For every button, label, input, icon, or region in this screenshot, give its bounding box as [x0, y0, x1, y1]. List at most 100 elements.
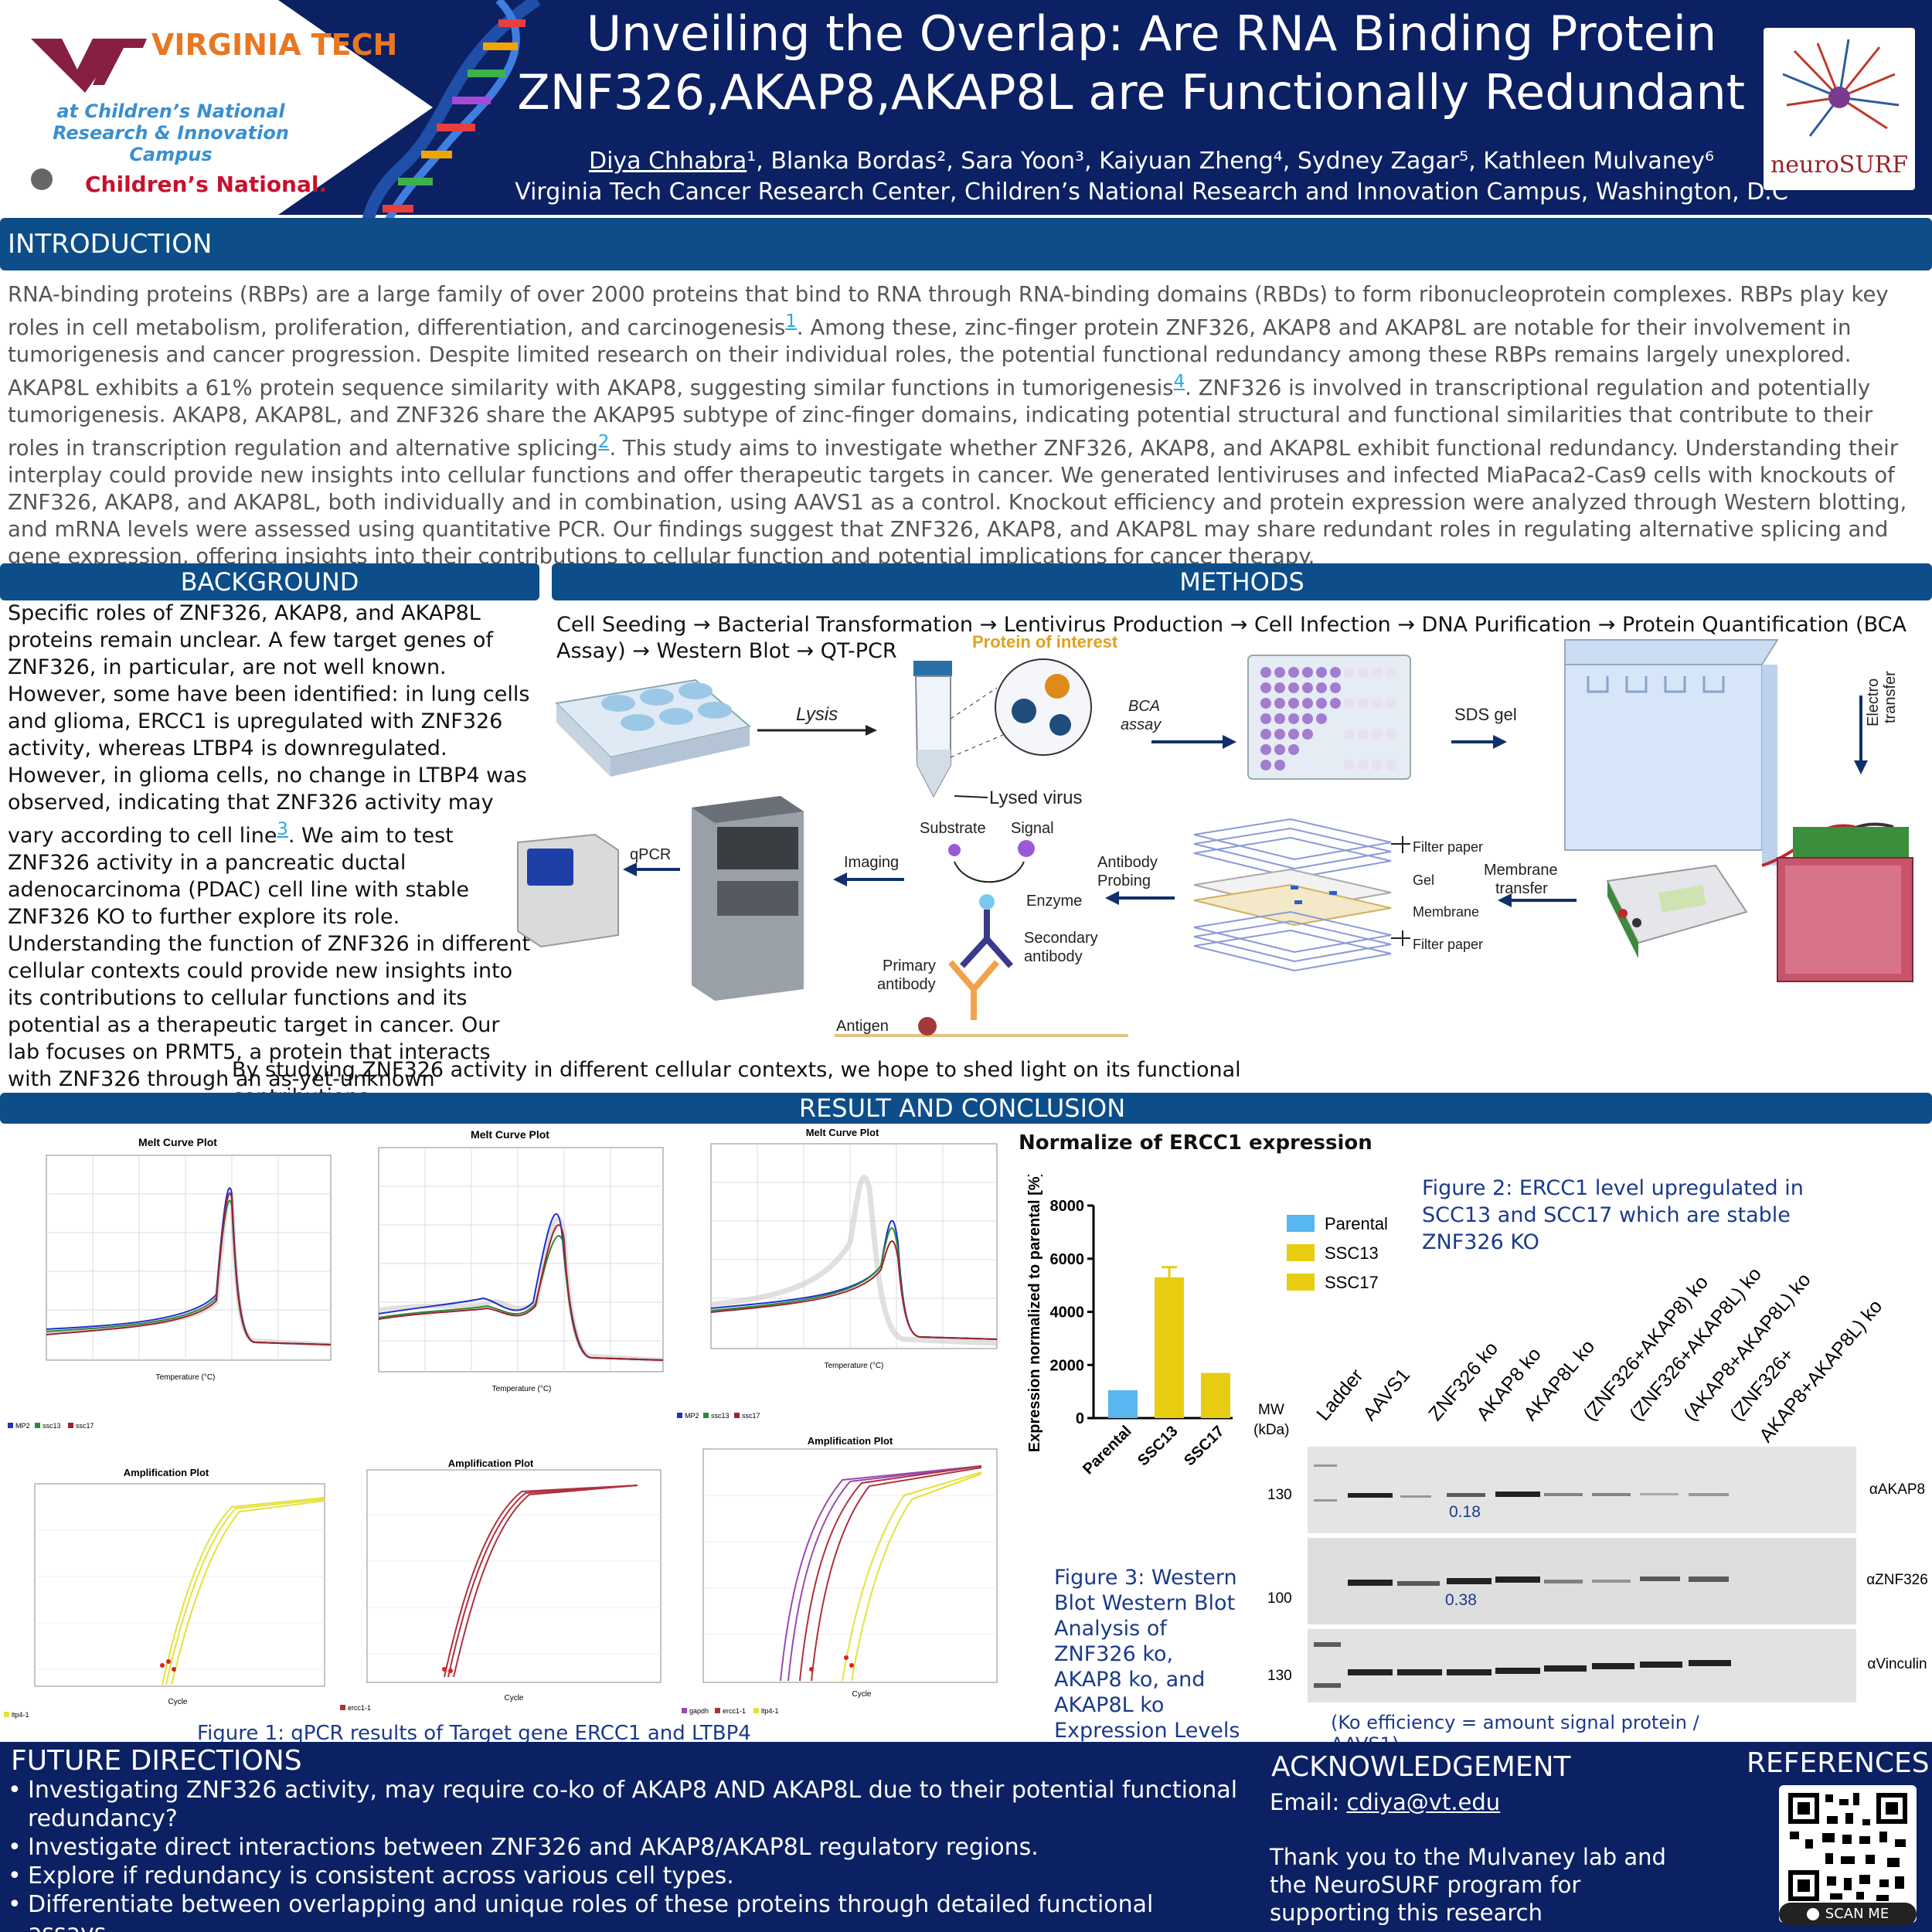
poster-title: Unveiling the Overlap: Are RNA Binding P…	[495, 5, 1808, 122]
scan-me-label: SCAN ME	[1825, 1906, 1889, 1922]
affiliation: Virginia Tech Cancer Research Center, Ch…	[515, 179, 1788, 206]
membrane-transfer-label-1: Membrane	[1484, 862, 1558, 879]
primary-label-1: Primary	[883, 957, 936, 975]
mw-label: MW	[1258, 1402, 1284, 1418]
contact-email-row: Email: cdiya@vt.edu	[1270, 1789, 1500, 1815]
assay-label: assay	[1121, 716, 1162, 733]
title-line-1: Unveiling the Overlap: Are RNA Binding P…	[586, 5, 1717, 62]
vt-campus: at Children’s National Research & Innova…	[53, 100, 289, 165]
ercc1-bar-chart: 0 2000 4000 6000 8000 Expression normalized t…	[1026, 1175, 1233, 1478]
plot-title: Amplification Plot	[808, 1435, 893, 1447]
ref-link-3[interactable]: 3	[277, 819, 288, 839]
antigen-icon	[918, 1017, 937, 1036]
primary-antibody-icon	[947, 960, 1000, 1020]
x-axis-label: Cycle	[168, 1698, 187, 1706]
legend-ssc17: ssc17	[742, 1412, 760, 1420]
authors: Diya Chhabra¹, Blanka Bordas², Sara Yoon…	[495, 147, 1808, 176]
ref-link-4[interactable]: 4	[1173, 372, 1185, 393]
vt-logo	[31, 39, 147, 93]
ref-link-1[interactable]: 1	[785, 311, 797, 332]
signal-label: Signal	[1011, 820, 1054, 837]
target-protein-icon	[1045, 674, 1070, 699]
secondary-antibody-icon	[960, 910, 1013, 968]
results-heading: RESULT AND CONCLUSION	[798, 1094, 1126, 1123]
bar-chart-legend: Parental SSC13 SSC17	[1287, 1214, 1388, 1292]
melt-curve-plot-3: Melt Curve Plot Temperature (°C) MP2 ssc…	[677, 1127, 998, 1420]
vt-name: VIRGINIA TECH	[151, 28, 398, 62]
lysis-label: Lysis	[796, 704, 838, 725]
membrane-label: Membrane	[1413, 904, 1479, 920]
substrate-label: Substrate	[920, 820, 986, 837]
blot-panel-akap8	[1308, 1447, 1856, 1533]
y-tick-label: 4000	[1050, 1304, 1085, 1321]
mw-100-znf326: 100	[1267, 1590, 1292, 1607]
bar-chart-title: Normalize of ERCC1 expression	[1019, 1131, 1372, 1155]
antibody-vinculin: αVinculin	[1867, 1656, 1927, 1672]
camera-icon	[1806, 1908, 1819, 1920]
power-supply-icon	[1606, 864, 1748, 958]
transfer-label: transfer	[1882, 671, 1899, 723]
legend-ltp4: ltp4-1	[761, 1707, 779, 1715]
lane-ladder: Ladder	[1312, 1365, 1367, 1425]
protein-icon	[1049, 714, 1071, 736]
y-tick-label: 8000	[1050, 1198, 1085, 1215]
sds-gel-tank-icon	[1564, 639, 1779, 866]
intro-p1b: . Among these, zinc-finger protein ZNF32…	[8, 315, 1852, 368]
legend-swatch-ssc13	[1287, 1244, 1315, 1261]
y-tick-label: 6000	[1050, 1251, 1085, 1268]
legend-ercc1: ercc1-1	[723, 1707, 746, 1715]
antibody-label: Antibody	[1097, 854, 1158, 871]
email-label: Email:	[1270, 1789, 1347, 1815]
scan-me-button[interactable]: SCAN ME	[1779, 1903, 1917, 1926]
electro-label: Electro	[1865, 679, 1882, 726]
transfer-stack-icon	[1193, 818, 1392, 972]
akap8-ko-efficiency: 0.18	[1449, 1503, 1481, 1521]
antibody-akap8: αAKAP8	[1869, 1481, 1925, 1498]
enzyme-label: Enzyme	[1026, 893, 1082, 910]
intro-p2b: . ZNF326 is involved in transcriptional …	[8, 376, 1873, 461]
legend-ltp4: ltp4-1	[12, 1711, 29, 1719]
legend-ssc17: ssc17	[76, 1422, 94, 1430]
title-line-2: ZNF326,AKAP8,AKAP8L are Functionally Red…	[517, 64, 1786, 121]
methods-heading-bar: METHODS	[552, 563, 1932, 600]
legend-ssc13: SSC13	[1325, 1243, 1379, 1263]
six-well-plate-icon	[554, 679, 752, 777]
qr-code[interactable]	[1779, 1785, 1917, 1923]
neuron-icon	[1782, 39, 1900, 137]
figure-1-caption: Figure 1: qPCR results of Target gene ER…	[197, 1722, 751, 1745]
x-axis-label: Temperature (°C)	[825, 1362, 884, 1370]
intro-p2a: AKAP8L exhibits a 61% protein sequence s…	[8, 376, 1174, 401]
protein-of-interest-label: Protein of interest	[972, 634, 1118, 651]
western-blot: MW (kDa) Ladder AAVS1 ZNF326 ko AKAP8 ko…	[1253, 1267, 1928, 1702]
neurosurf-logo: neuroSURF	[1764, 28, 1915, 190]
secondary-label-2: antibody	[1024, 948, 1083, 965]
legend-mp2: MP2	[685, 1412, 699, 1420]
ref-link-2[interactable]: 2	[597, 432, 610, 453]
list-item: Investigating ZNF326 activity, may requi…	[8, 1776, 1244, 1833]
list-item: Investigate direct interactions between …	[8, 1833, 1244, 1862]
protein-icon	[1012, 699, 1036, 723]
acknowledgement-text: Thank you to the Mulvaney lab and the Ne…	[1270, 1844, 1666, 1926]
x-tick-label: SSC13	[1134, 1423, 1181, 1469]
x-axis-label: Temperature (°C)	[492, 1385, 552, 1393]
legend-mp2: MP2	[15, 1422, 30, 1430]
qpcr-label: qPCR	[630, 846, 671, 863]
legend-gapdh: gapdh	[689, 1707, 709, 1715]
mw-130-vinculin: 130	[1267, 1668, 1292, 1684]
96-well-plate-icon	[1247, 655, 1411, 780]
bear-icon	[31, 168, 53, 190]
bca-label: BCA	[1128, 698, 1160, 715]
email-link[interactable]: cdiya@vt.edu	[1346, 1789, 1501, 1815]
intro-heading: INTRODUCTION	[8, 229, 213, 260]
plot-title: Melt Curve Plot	[806, 1127, 879, 1138]
falcon-tube-icon	[913, 661, 952, 798]
mw-130-akap8: 130	[1267, 1487, 1292, 1503]
y-axis-label: Expression normalized to parental [%]	[1026, 1175, 1043, 1452]
protein-zoom-circle	[995, 658, 1092, 756]
intro-heading-bar: INTRODUCTION	[0, 218, 1932, 270]
future-directions-list: Investigating ZNF326 activity, may requi…	[8, 1776, 1244, 1932]
figure-2-caption: Figure 2: ERCC1 level upregulated in SCC…	[1422, 1176, 1804, 1254]
legend-ssc17: SSC17	[1325, 1273, 1379, 1292]
background-heading: BACKGROUND	[180, 567, 359, 597]
primary-label-2: antibody	[877, 976, 936, 993]
